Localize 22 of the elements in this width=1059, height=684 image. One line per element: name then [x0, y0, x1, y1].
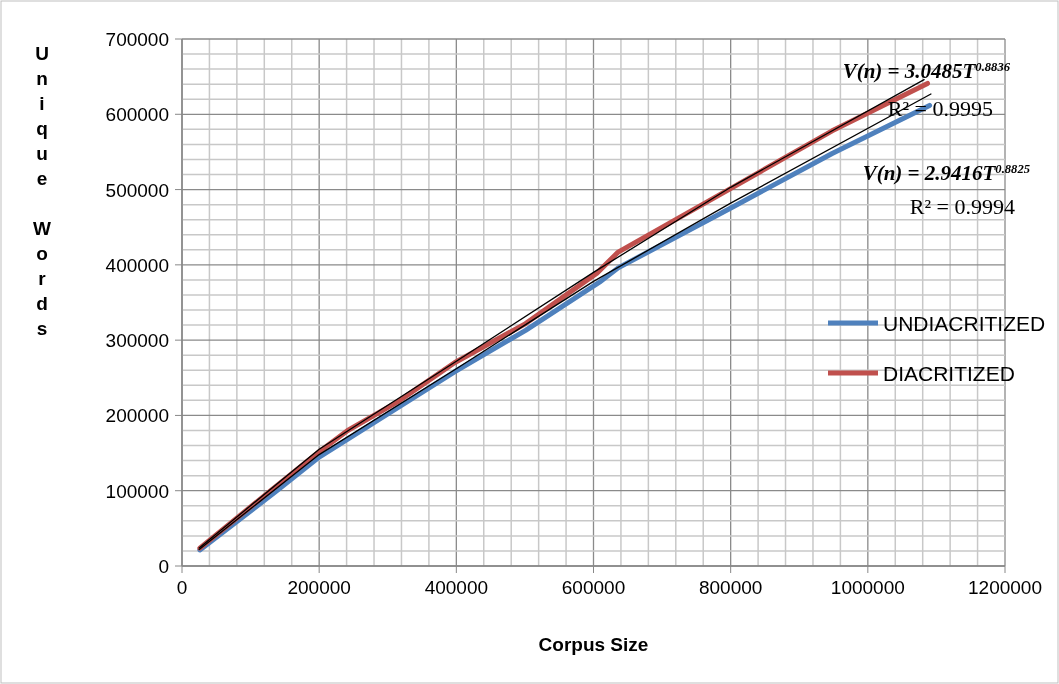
- x-axis-title: Corpus Size: [538, 634, 649, 655]
- y-tick-label: 500000: [105, 179, 169, 201]
- annotation: V(n) = 3.0485T$^{0.8836}$: [842, 59, 1011, 83]
- legend-label: UNDIACRITIZED: [883, 312, 1046, 335]
- y-tick-label: 700000: [105, 29, 169, 50]
- annotation: R² = 0.9994: [909, 194, 1015, 219]
- text: Unique Words: [33, 43, 51, 339]
- y-tick-label: 600000: [105, 104, 169, 126]
- x-tick-label: 400000: [424, 577, 489, 598]
- y-tick-label: 300000: [105, 330, 169, 352]
- x-tick-label: 1000000: [830, 577, 905, 598]
- y-tick-label: 200000: [105, 405, 169, 427]
- annotation: V(n) = 2.9416T$^{0.8825}$: [862, 161, 1030, 185]
- x-tick-label: 600000: [561, 577, 626, 598]
- x-tick-label: 0: [176, 577, 188, 598]
- x-tick-label: 1200000: [968, 577, 1042, 598]
- y-tick-label: 400000: [105, 254, 169, 276]
- y-tick-label: 0: [158, 556, 169, 577]
- y-tick-label: 100000: [105, 480, 169, 502]
- legend-label: DIACRITIZED: [883, 362, 1015, 385]
- x-tick-label: 200000: [287, 577, 351, 598]
- x-tick-label: 800000: [698, 577, 763, 598]
